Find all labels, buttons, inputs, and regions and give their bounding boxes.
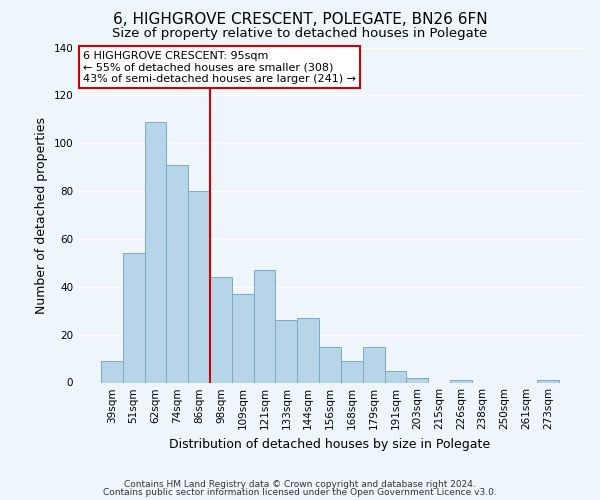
Bar (319, 346, 341, 382)
X-axis label: Distribution of detached houses by size in Polegate: Distribution of detached houses by size … (169, 438, 491, 451)
Bar (210, 277, 232, 382)
Bar (232, 294, 254, 382)
Bar (385, 370, 406, 382)
Bar (254, 270, 275, 382)
Y-axis label: Number of detached properties: Number of detached properties (35, 116, 48, 314)
Bar (101, 361, 123, 382)
Text: Size of property relative to detached houses in Polegate: Size of property relative to detached ho… (112, 28, 488, 40)
Bar (297, 318, 319, 382)
Bar (145, 122, 166, 382)
Text: Contains public sector information licensed under the Open Government Licence v3: Contains public sector information licen… (103, 488, 497, 497)
Bar (166, 165, 188, 382)
Bar (123, 254, 145, 382)
Bar (450, 380, 472, 382)
Bar (363, 346, 385, 382)
Text: 6 HIGHGROVE CRESCENT: 95sqm
← 55% of detached houses are smaller (308)
43% of se: 6 HIGHGROVE CRESCENT: 95sqm ← 55% of det… (83, 51, 356, 84)
Bar (275, 320, 297, 382)
Text: 6, HIGHGROVE CRESCENT, POLEGATE, BN26 6FN: 6, HIGHGROVE CRESCENT, POLEGATE, BN26 6F… (113, 12, 487, 28)
Bar (341, 361, 363, 382)
Bar (537, 380, 559, 382)
Text: Contains HM Land Registry data © Crown copyright and database right 2024.: Contains HM Land Registry data © Crown c… (124, 480, 476, 489)
Bar (406, 378, 428, 382)
Bar (188, 191, 210, 382)
